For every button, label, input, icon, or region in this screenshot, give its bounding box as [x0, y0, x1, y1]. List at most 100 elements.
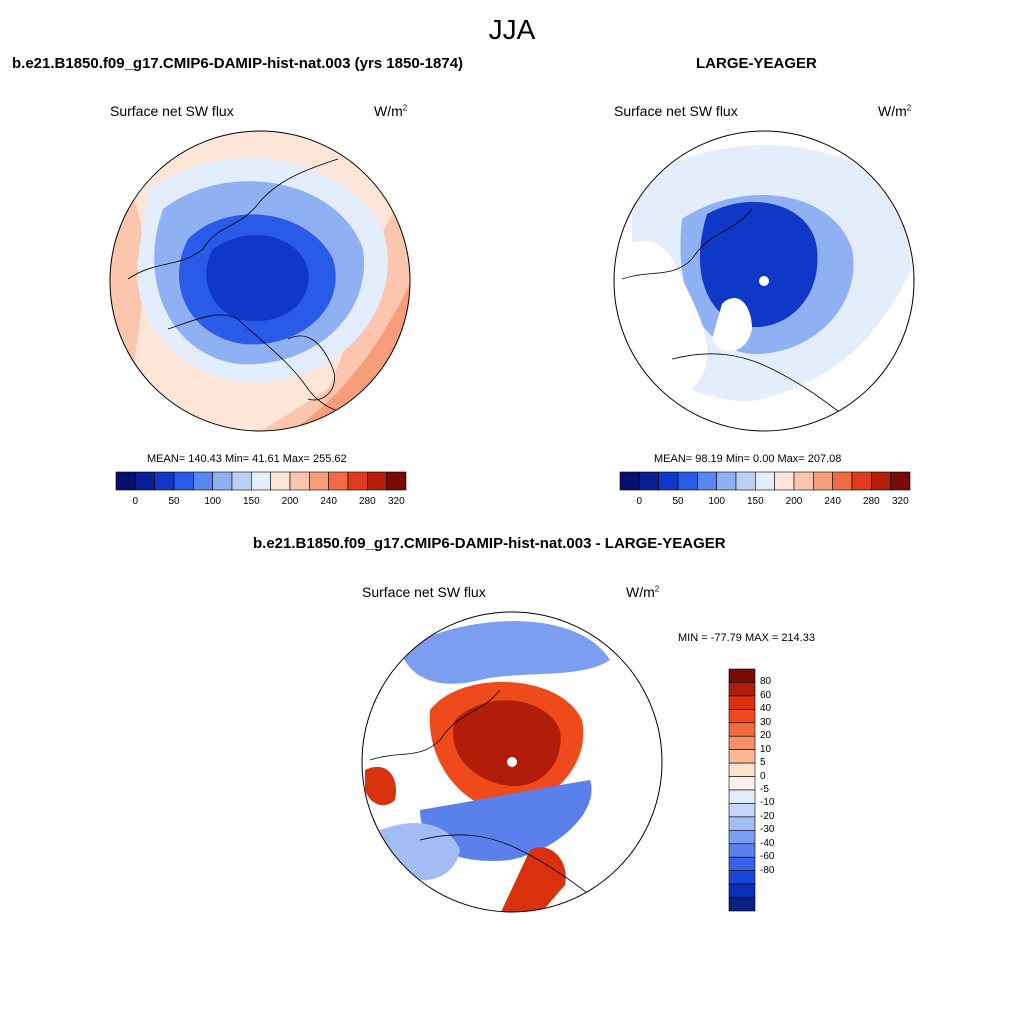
panel2-colorbar-box-4 [697, 471, 717, 491]
p3-tick-label-0: 80 [760, 676, 772, 688]
p1-tick-label-7: 320 [388, 496, 405, 507]
panel1-colorbar-box-13 [367, 471, 387, 491]
panel1-variable: Surface net SW flux [110, 103, 234, 119]
panel3-colorbar-box-1 [728, 682, 756, 697]
panel1-title: b.e21.B1850.f09_g17.CMIP6-DAMIP-hist-nat… [12, 55, 464, 72]
panel3-colorbar-box-16 [728, 883, 756, 898]
panel3-colorbar-box-0 [728, 668, 756, 683]
panel2-colorbar-ticks: 0 50 100 150 200 240 280 320 [637, 496, 910, 507]
p3-land-outline-2 [419, 834, 591, 896]
panel1-colorbar-box-8 [270, 471, 291, 491]
panel2-colorbar [619, 471, 911, 491]
p2-tick-label-4: 200 [786, 496, 803, 507]
p2-tick-label-1: 50 [672, 496, 684, 507]
panel3-units: W/m2 [626, 584, 660, 600]
panel3-colorbar-box-8 [728, 776, 756, 791]
panel1-colorbar-box-2 [154, 471, 175, 491]
p3-tick-label-7: 0 [760, 770, 766, 782]
panel3-colorbar-box-7 [728, 762, 756, 777]
p2-tick-label-0: 0 [637, 496, 643, 507]
p2-pole-hole [759, 276, 769, 286]
p1-tick-label-6: 280 [359, 496, 376, 507]
panel1-colorbar-box-10 [309, 471, 329, 491]
p2-tick-label-2: 100 [708, 496, 725, 507]
panel1-colorbar-box-0 [115, 471, 136, 491]
panel1-colorbar-ticks: 0 50 100 150 200 240 280 320 [133, 496, 406, 507]
panel1-units: W/m2 [374, 103, 408, 119]
p3-field-north-blue [400, 621, 610, 684]
panel1-colorbar [115, 471, 407, 491]
panel1-colorbar-box-4 [193, 471, 213, 491]
panel3-colorbar-box-2 [728, 695, 756, 710]
panel1-colorbar-box-5 [212, 471, 233, 491]
panel3-colorbar [728, 668, 756, 912]
panel3-colorbar-box-12 [728, 830, 756, 845]
p3-field-red-south [500, 847, 566, 912]
panel2-colorbar-box-6 [735, 471, 756, 491]
p2-tick-label-6: 280 [863, 496, 880, 507]
p2-tick-label-7: 320 [892, 496, 909, 507]
panel2-colorbar-box-13 [871, 471, 891, 491]
panel3-colorbar-box-10 [728, 803, 756, 818]
p2-land-outline-2 [671, 353, 843, 415]
panel3-colorbar-box-17 [728, 897, 756, 912]
p3-pole-hole [507, 757, 517, 767]
p3-field-red-left [365, 766, 396, 806]
panel1-stats: MEAN= 140.43 Min= 41.61 Max= 255.62 [147, 453, 347, 465]
p1-field-core-dark [206, 235, 309, 322]
p1-tick-label-1: 50 [168, 496, 180, 507]
panel1-colorbar-box-11 [328, 471, 349, 491]
panel2-variable: Surface net SW flux [614, 103, 738, 119]
p3-field-red-core2 [453, 700, 561, 787]
p3-tick-label-2: 40 [760, 703, 772, 715]
p3-tick-label-9: -10 [760, 797, 775, 809]
p1-tick-label-3: 150 [243, 496, 260, 507]
panel3-colorbar-box-15 [728, 870, 756, 885]
p3-tick-label-8: -5 [760, 784, 769, 795]
panel3-colorbar-box-5 [728, 735, 756, 750]
p1-land-outline-1 [127, 158, 339, 280]
p3-tick-label-13: -60 [760, 851, 775, 863]
panel2-colorbar-box-11 [832, 471, 853, 491]
panel2-colorbar-box-12 [851, 471, 872, 491]
p1-tick-label-4: 200 [282, 496, 299, 507]
p3-tick-label-6: 5 [760, 757, 766, 769]
panel2-colorbar-box-0 [619, 471, 640, 491]
p1-tick-label-5: 240 [320, 496, 337, 507]
panel3-colorbar-ticks: 80 60 40 30 20 10 5 0 -5 -10 -20 -30 -40 -60 -80 [760, 676, 800, 906]
panel3-polar-map [361, 611, 663, 913]
p3-tick-label-14: -80 [760, 864, 775, 876]
p3-map-border [361, 611, 663, 913]
p2-field-ice-core [699, 201, 818, 328]
panel2-colorbar-box-7 [755, 471, 775, 491]
panel1-colorbar-box-1 [135, 471, 155, 491]
p3-tick-label-5: 10 [760, 743, 772, 755]
panel2-colorbar-box-14 [890, 471, 911, 491]
p3-tick-label-11: -30 [760, 824, 775, 836]
panel3-colorbar-box-13 [728, 843, 756, 858]
panel2-units: W/m2 [878, 103, 912, 119]
panel1-colorbar-box-14 [386, 471, 407, 491]
p1-tick-label-0: 0 [133, 496, 139, 507]
panel1-colorbar-box-9 [289, 471, 310, 491]
panel3-variable: Surface net SW flux [362, 584, 486, 600]
p1-land-outline-3 [287, 335, 335, 401]
panel2-colorbar-box-3 [677, 471, 698, 491]
p3-field-blue-band [420, 780, 592, 861]
panel2-colorbar-box-1 [639, 471, 659, 491]
panel1-colorbar-box-3 [173, 471, 194, 491]
panel2-stats: MEAN= 98.19 Min= 0.00 Max= 207.08 [654, 453, 842, 465]
panel2-title: LARGE-YEAGER [696, 55, 817, 72]
panel2-colorbar-box-9 [793, 471, 814, 491]
panel3-colorbar-box-3 [728, 709, 756, 724]
panel1-colorbar-box-7 [251, 471, 271, 491]
p3-tick-label-1: 60 [760, 689, 772, 701]
p1-tick-label-2: 100 [204, 496, 221, 507]
panel3-stats: MIN = -77.79 MAX = 214.33 [678, 632, 815, 644]
p2-field-land-white3 [712, 298, 752, 352]
panel3-colorbar-box-9 [728, 789, 756, 804]
season-title: JJA [488, 14, 536, 45]
p3-tick-label-10: -20 [760, 810, 775, 822]
p1-land-outline-2 [167, 314, 369, 414]
panel2-colorbar-box-8 [774, 471, 795, 491]
